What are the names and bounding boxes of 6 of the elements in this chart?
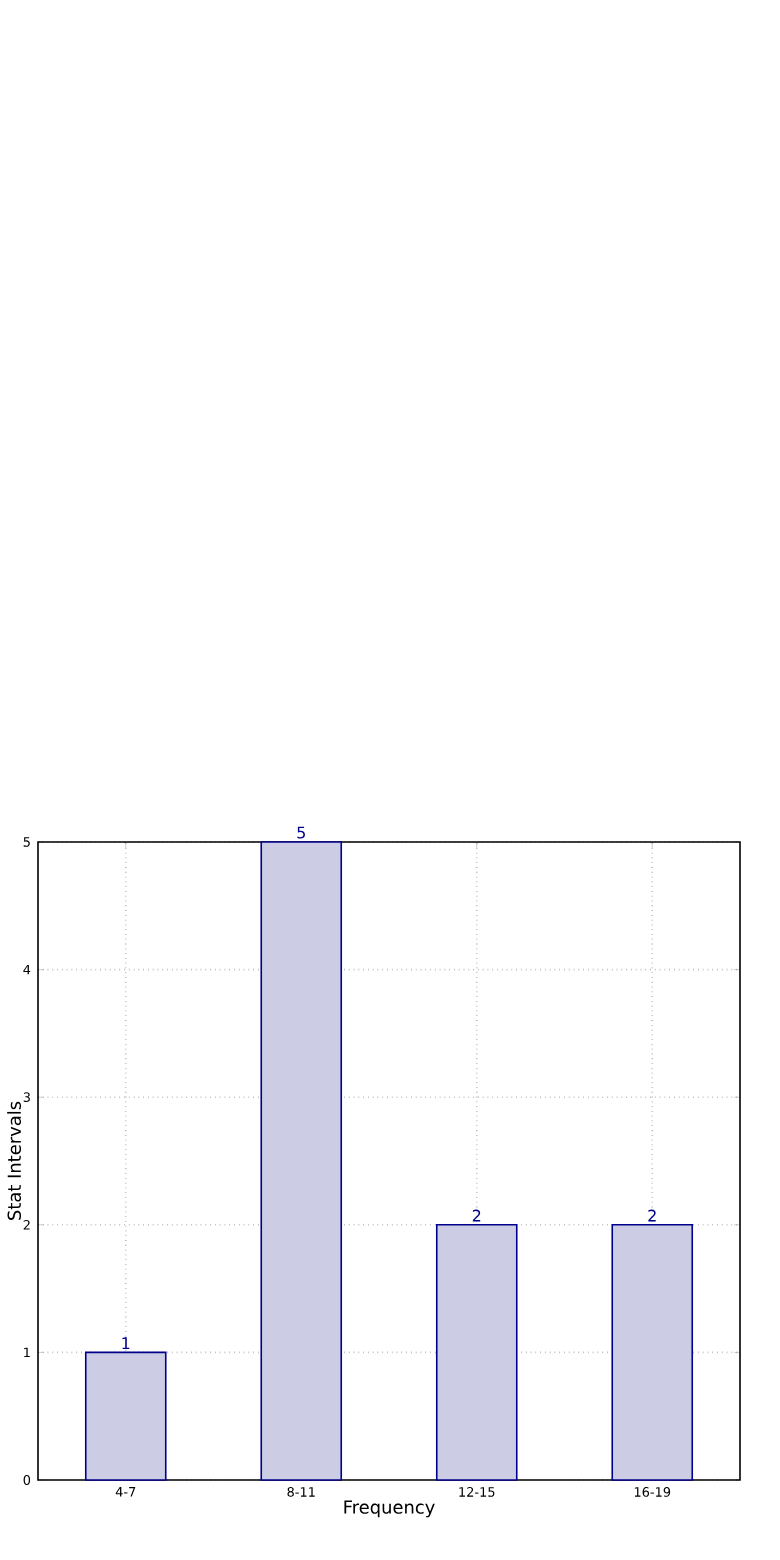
bar: [435, 1223, 518, 1481]
x-axis-title: Frequency: [344, 1500, 435, 1518]
bar: [84, 1351, 167, 1481]
bar: [260, 841, 343, 1481]
y-axis-title: Stat Intervals: [7, 1101, 22, 1220]
bar: [611, 1223, 694, 1481]
